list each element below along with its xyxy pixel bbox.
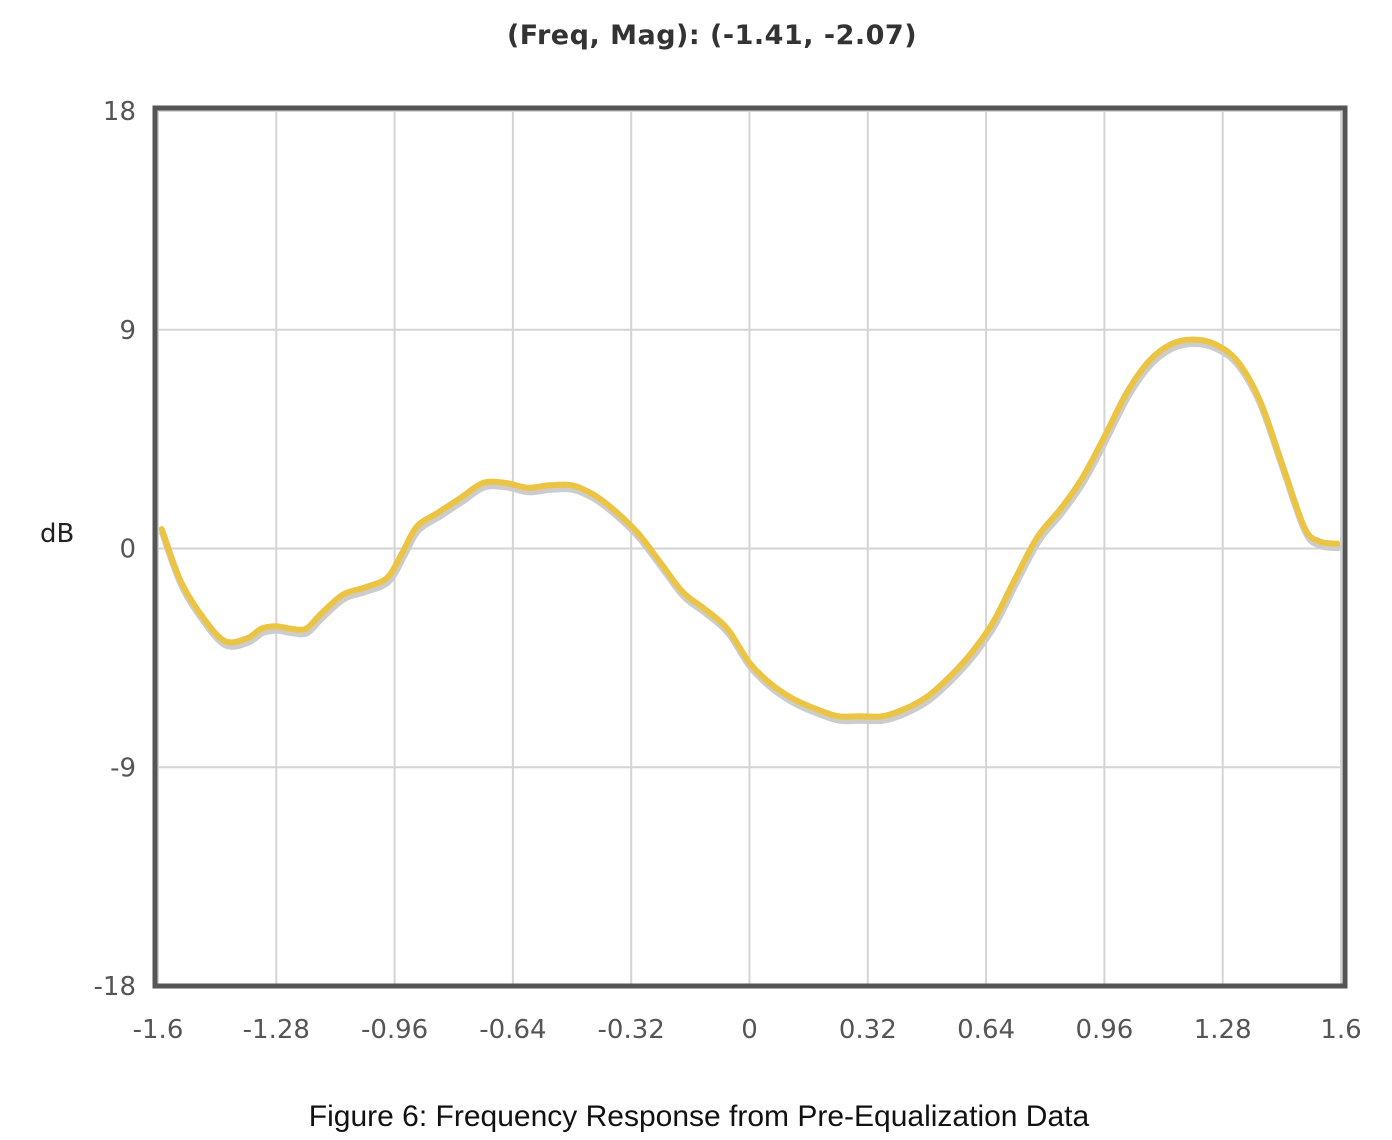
x-tick-label: 0.96 xyxy=(1075,1015,1133,1045)
y-tick-label: 9 xyxy=(119,316,136,346)
y-tick-label: 18 xyxy=(103,97,136,127)
x-tick-label: -1.28 xyxy=(243,1015,310,1045)
x-tick-label: 1.28 xyxy=(1194,1015,1252,1045)
y-tick-label: 0 xyxy=(119,535,136,565)
frequency-response-line[interactable] xyxy=(158,336,1341,720)
x-tick-label: -1.6 xyxy=(133,1015,184,1045)
series-line xyxy=(158,336,1341,720)
plot-frame xyxy=(152,105,1348,989)
x-tick-label: -0.32 xyxy=(598,1015,665,1045)
x-tick-label: 0 xyxy=(741,1015,758,1045)
figure-caption: Figure 6: Frequency Response from Pre-Eq… xyxy=(308,1100,1090,1133)
x-tick-label: 0.64 xyxy=(957,1015,1015,1045)
x-tick-label: 0.32 xyxy=(839,1015,897,1045)
cursor-readout: (Freq, Mag): (-1.41, -2.07) xyxy=(506,20,918,51)
y-tick-label: -18 xyxy=(94,972,136,1002)
x-axis-ticks: -1.6 -1.28 -0.96 -0.64 -0.32 0 0.32 0.64 0.96 1.2… xyxy=(133,1015,1362,1045)
grid-lines xyxy=(157,110,1342,987)
x-tick-label: 1.6 xyxy=(1320,1015,1361,1045)
y-axis-ticks: 18 9 0 -9 -18 xyxy=(94,97,136,1002)
x-tick-label: -0.96 xyxy=(361,1015,428,1045)
frequency-response-chart[interactable]: -1.6 -1.28 -0.96 -0.64 -0.32 0 0.32 0.64 0.96 1.2… xyxy=(0,0,1392,1090)
x-tick-label: -0.64 xyxy=(479,1015,546,1045)
y-axis-label: dB xyxy=(40,519,74,549)
y-tick-label: -9 xyxy=(110,753,136,783)
